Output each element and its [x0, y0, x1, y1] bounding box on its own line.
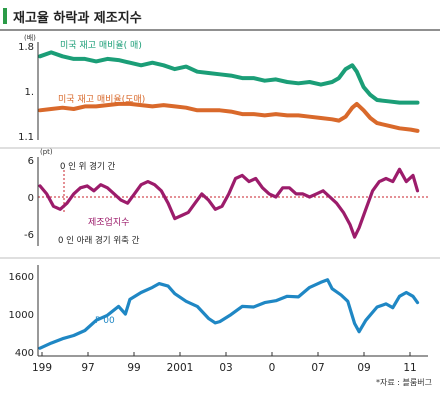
panel3-y-tick-label: 1600: [9, 272, 34, 283]
panel2-y-tick-label: 0: [28, 193, 34, 204]
panel2-unit-label: (pt): [40, 148, 53, 156]
title-accent-bar: [3, 8, 7, 24]
x-tick-label: 99: [127, 362, 140, 374]
annotation-expansion: 0 인 위 경기 간: [60, 161, 115, 172]
panel3-y-tick-label: 1000: [9, 310, 34, 321]
x-tick-label: 07: [311, 362, 324, 374]
annotation-contraction: 0 인 아래 경기 위축 간: [58, 235, 140, 246]
panel3-y-tick-label: 400: [15, 348, 34, 359]
source-note: *자료 : 블룸버그: [376, 377, 432, 387]
panel2-y-tick-label: 6: [28, 156, 34, 167]
x-tick-label: 11: [403, 362, 416, 374]
legend-retail-inventory-ratio: 미국 재고 매비율( 매): [60, 40, 142, 51]
x-tick-label: 03: [219, 362, 232, 374]
x-tick-label: 199: [32, 362, 52, 374]
chart-title: 재고율 하락과 제조지수: [13, 10, 142, 26]
panel1-unit-label: (배): [24, 33, 36, 42]
panel3-series-line-0: [38, 278, 420, 350]
panel1-y-tick-label: 1.1: [18, 132, 34, 143]
panel2-series-line-0: [38, 167, 420, 239]
x-tick-label: 0: [269, 362, 276, 374]
x-tick-label: 09: [357, 362, 370, 374]
panel2-y-tick-label: -6: [24, 230, 34, 241]
panel1-series-line-0: [38, 50, 420, 105]
panel1-y-tick-label: 1.: [24, 87, 34, 98]
panel1-y-tick-label: 1.8: [18, 42, 34, 53]
legend-manufacturing-index: 제조업지수: [88, 217, 129, 228]
panel1-series-line-1: [38, 101, 420, 133]
legend-wholesale-inventory-ratio: 미국 재고 매비율(도매): [58, 94, 145, 105]
x-tick-label: 97: [81, 362, 94, 374]
x-tick-label: 2001: [167, 362, 194, 374]
legend-sp500: P 00: [95, 316, 115, 326]
